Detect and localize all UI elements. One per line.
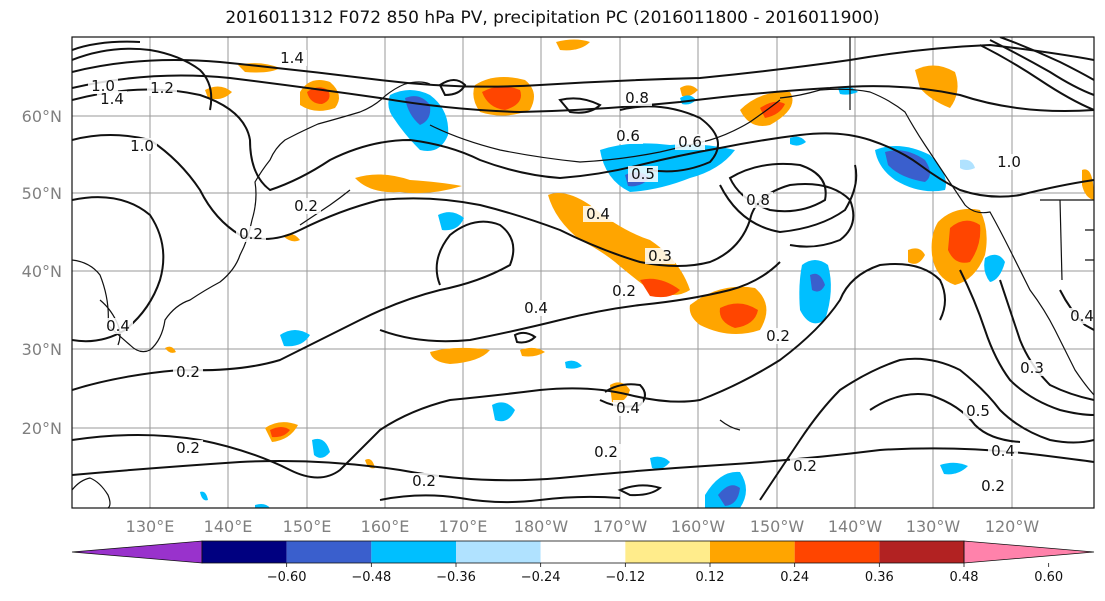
contour-label: 0.4 xyxy=(106,317,130,335)
contour-label: 0.2 xyxy=(239,225,263,243)
contour-label: 0.2 xyxy=(793,457,817,475)
colorbar-tick-label: −0.24 xyxy=(521,570,561,585)
colorbar-tick-label: −0.48 xyxy=(351,570,391,585)
colorbar-tick-label: 0.12 xyxy=(696,570,725,585)
colorbar-extend-high xyxy=(963,540,1095,564)
lon-label: 170°W xyxy=(593,517,648,536)
lon-label: 130°W xyxy=(906,517,961,536)
contour-label: 0.2 xyxy=(294,197,318,215)
contour-label: 0.4 xyxy=(991,442,1015,460)
lon-label: 130°E xyxy=(126,517,175,536)
longitude-labels: 130°E 140°E 150°E 160°E 170°E 180°W 170°W 160°W… xyxy=(126,517,1040,536)
lon-label: 160°E xyxy=(361,517,410,536)
contour-label: 1.4 xyxy=(280,49,304,67)
colorbar-segment xyxy=(625,541,710,563)
lon-label: 170°E xyxy=(439,517,488,536)
map-title: 2016011312 F072 850 hPa PV, precipitatio… xyxy=(225,8,880,28)
colorbar-segment xyxy=(794,541,880,563)
contour-label: 0.4 xyxy=(586,205,610,223)
lat-label: 50°N xyxy=(22,184,62,203)
contour-label: 1.4 xyxy=(100,90,124,108)
lat-label: 60°N xyxy=(22,107,62,126)
colorbar-segment xyxy=(710,541,795,563)
lat-label: 20°N xyxy=(22,419,62,438)
contour-label: 0.2 xyxy=(612,282,636,300)
colorbar-segment xyxy=(879,541,964,563)
contour-label: 0.2 xyxy=(176,363,200,381)
lon-label: 140°W xyxy=(828,517,883,536)
contour-label: 0.3 xyxy=(1020,359,1044,377)
colorbar-segment xyxy=(456,541,541,563)
colorbar: −0.60 −0.48 −0.36 −0.24 −0.12 0.12 0.24 0.36 0.4… xyxy=(71,540,1095,585)
pv-contours xyxy=(72,37,1094,504)
lon-label: 160°W xyxy=(671,517,726,536)
lat-label: 30°N xyxy=(22,340,62,359)
contour-label: 0.6 xyxy=(616,127,640,145)
contour-label: 1.2 xyxy=(150,79,174,97)
colorbar-segment xyxy=(540,541,626,563)
colorbar-tick-label: 0.36 xyxy=(865,570,894,585)
contour-label: 0.5 xyxy=(966,402,990,420)
latitude-labels: 60°N 50°N 40°N 30°N 20°N xyxy=(22,107,62,438)
contour-label: 0.3 xyxy=(648,247,672,265)
contour-label: 1.0 xyxy=(130,137,154,155)
gridlines xyxy=(72,37,1094,508)
precipitation-shading xyxy=(165,39,1094,508)
contour-label: 0.2 xyxy=(981,477,1005,495)
map-frame xyxy=(71,36,1095,509)
colorbar-extend-low xyxy=(71,540,203,564)
contour-label: 0.8 xyxy=(625,89,649,107)
contour-label: 0.6 xyxy=(678,133,702,151)
contour-label: 0.4 xyxy=(616,399,640,417)
contour-label: 0.5 xyxy=(631,165,655,183)
colorbar-segment xyxy=(202,541,287,563)
colorbar-tick-label: −0.12 xyxy=(605,570,645,585)
contour-label: 0.2 xyxy=(412,472,436,490)
lon-label: 180°W xyxy=(514,517,569,536)
colorbar-tick-label: −0.60 xyxy=(267,570,307,585)
contour-label: 1.0 xyxy=(997,153,1021,171)
lon-label: 150°E xyxy=(283,517,332,536)
lon-label: 120°W xyxy=(985,517,1040,536)
contour-label: 0.4 xyxy=(524,299,548,317)
colorbar-tick-label: −0.36 xyxy=(436,570,476,585)
colorbar-tick-label: 0.48 xyxy=(950,570,979,585)
contour-label: 0.2 xyxy=(766,327,790,345)
colorbar-segment xyxy=(286,541,372,563)
lat-label: 40°N xyxy=(22,262,62,281)
contour-label: 0.2 xyxy=(594,443,618,461)
contour-label: 0.2 xyxy=(176,439,200,457)
contour-label: 1.0 xyxy=(91,77,115,95)
contour-labels: 1.41.01.41.21.00.60.80.60.50.80.2 0.40.30… xyxy=(88,49,1094,495)
lon-label: 140°E xyxy=(204,517,253,536)
colorbar-tick-label: 0.60 xyxy=(1034,570,1063,585)
lon-label: 150°W xyxy=(750,517,805,536)
contour-label: 0.4 xyxy=(1070,307,1094,325)
colorbar-tick-label: 0.24 xyxy=(780,570,809,585)
contour-label: 0.8 xyxy=(746,191,770,209)
colorbar-segment xyxy=(371,541,456,563)
